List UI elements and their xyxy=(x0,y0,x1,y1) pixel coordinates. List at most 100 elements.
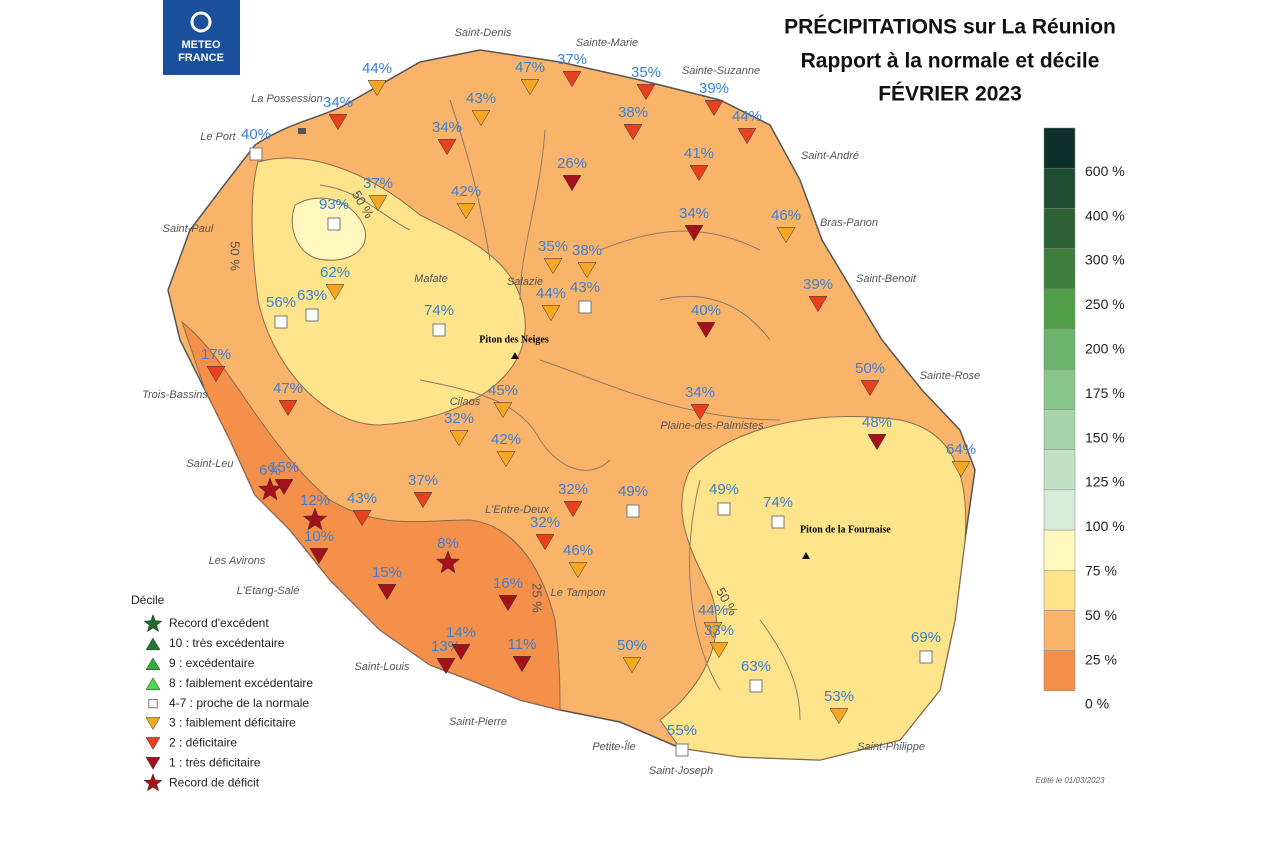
symbol-down xyxy=(829,708,849,725)
station-value: 42% xyxy=(491,431,521,448)
symbol-square xyxy=(749,679,763,693)
symbol-down xyxy=(689,165,709,182)
place-name: Saint-Pierre xyxy=(449,716,507,728)
place-name: L'Entre-Deux xyxy=(485,504,549,516)
scale-box xyxy=(1043,449,1076,491)
legend-label: 1 : très déficitaire xyxy=(169,755,261,769)
symbol-down xyxy=(352,510,372,527)
station-value: 35% xyxy=(631,64,661,81)
station-value: 56% xyxy=(266,294,296,311)
station-value: 74% xyxy=(424,302,454,319)
place-name: Plaine-des-Palmistes xyxy=(660,420,764,432)
place-name: Salazie xyxy=(507,276,543,288)
station-value: 34% xyxy=(323,94,353,111)
place-name: Sainte-Marie xyxy=(576,37,638,49)
scale-label: 200 % xyxy=(1085,341,1125,357)
symbol-up xyxy=(145,677,161,690)
scale-label: 25 % xyxy=(1085,651,1117,667)
place-name: Saint-Denis xyxy=(455,27,512,39)
station-value: 49% xyxy=(618,483,648,500)
station-value: 13% xyxy=(431,638,461,655)
port xyxy=(298,128,306,134)
station-value: 38% xyxy=(618,104,648,121)
station-value: 15% xyxy=(269,459,299,476)
symbol-down xyxy=(562,71,582,88)
logo-text: FRANCE xyxy=(178,52,224,64)
symbol-down xyxy=(520,79,540,96)
symbol-square xyxy=(249,147,263,161)
symbol-down xyxy=(274,479,294,496)
symbol-down xyxy=(309,548,329,565)
contour-label: 50 % xyxy=(228,241,243,271)
station-value: 32% xyxy=(558,481,588,498)
symbol-down xyxy=(512,656,532,673)
place-name: Trois-Bassins xyxy=(142,389,208,401)
station-value: 34% xyxy=(432,119,462,136)
symbol-down xyxy=(278,400,298,417)
station-value: 44% xyxy=(536,285,566,302)
symbol-down xyxy=(456,203,476,220)
station-value: 47% xyxy=(273,380,303,397)
station-value: 40% xyxy=(691,302,721,319)
symbol-down xyxy=(636,84,656,101)
station-value: 63% xyxy=(297,287,327,304)
zone-0-25 xyxy=(180,320,561,711)
place-name: La Possession xyxy=(251,93,323,105)
scale-box xyxy=(1043,368,1076,410)
station-value: 14% xyxy=(446,624,476,641)
symbol-down xyxy=(145,757,161,770)
symbol-star xyxy=(435,550,461,574)
scale-box xyxy=(1043,127,1076,169)
scale-box xyxy=(1043,409,1076,450)
legend-label: Record de déficit xyxy=(169,775,260,789)
scale-box xyxy=(1043,529,1076,571)
station-value: 93% xyxy=(319,196,349,213)
station-value: 55% xyxy=(667,722,697,739)
station-value: 74% xyxy=(763,494,793,511)
contour-label: 25 % xyxy=(530,583,545,613)
symbol-down xyxy=(704,100,724,117)
station-value: 63% xyxy=(741,658,771,675)
scale-box xyxy=(1043,167,1076,209)
legend-label: 4-7 : proche de la normale xyxy=(169,696,309,710)
symbol-square xyxy=(327,217,341,231)
symbol-star xyxy=(302,507,328,531)
symbol-down xyxy=(325,284,345,301)
scale-label: 100 % xyxy=(1085,518,1125,534)
symbol-square xyxy=(919,650,933,664)
summit-label: Piton des Neiges xyxy=(479,334,549,345)
place-name: Saint-Joseph xyxy=(649,765,713,777)
station-value: 26% xyxy=(557,155,587,172)
symbol-down xyxy=(206,366,226,383)
scale-label: 175 % xyxy=(1085,385,1125,401)
symbol-down xyxy=(145,717,161,730)
symbol-square xyxy=(717,502,731,516)
place-name: Saint-Leu xyxy=(186,458,233,470)
symbol-down xyxy=(622,657,642,674)
station-value: 34% xyxy=(685,384,715,401)
legend-label: 2 : déficitaire xyxy=(169,736,237,750)
symbol-down xyxy=(776,227,796,244)
place-name: L'Etang-Salé xyxy=(237,585,300,597)
place-name: Saint-Paul xyxy=(163,223,214,235)
title: PRÉCIPITATIONS sur La Réunion xyxy=(784,16,1116,39)
station-value: 44% xyxy=(698,602,728,619)
symbol-square xyxy=(578,300,592,314)
station-value: 69% xyxy=(911,629,941,646)
place-name: Cilaos xyxy=(450,396,481,408)
scale-box xyxy=(1043,569,1076,611)
symbol-down xyxy=(563,501,583,518)
station-value: 37% xyxy=(363,175,393,192)
title: FÉVRIER 2023 xyxy=(878,83,1022,106)
legend-label: Record d'excédent xyxy=(169,616,269,630)
station-value: 38% xyxy=(572,242,602,259)
station-value: 32% xyxy=(444,410,474,427)
summit-marker xyxy=(802,552,810,559)
symbol-down xyxy=(623,124,643,141)
symbol-square xyxy=(274,315,288,329)
logo-text: METEO xyxy=(181,39,221,51)
legend-label: 10 : très excédentaire xyxy=(169,636,285,650)
station-value: 39% xyxy=(699,80,729,97)
station-value: 46% xyxy=(771,207,801,224)
symbol-down xyxy=(541,305,561,322)
